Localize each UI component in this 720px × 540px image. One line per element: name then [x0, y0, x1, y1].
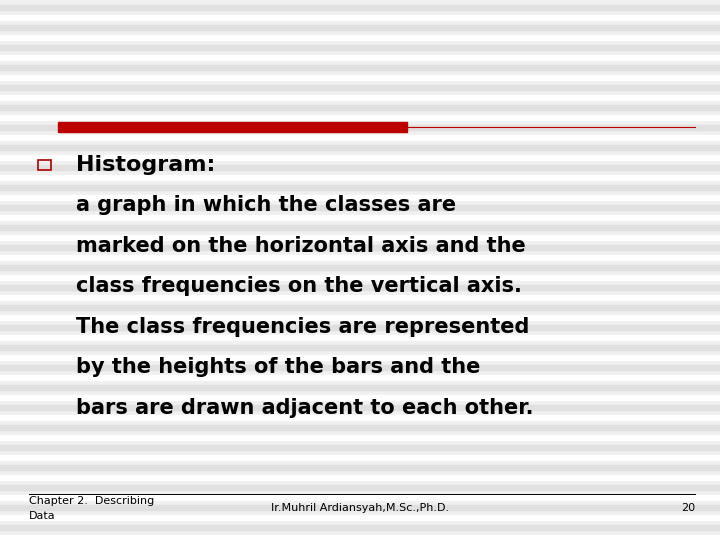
- Bar: [0, 405, 720, 410]
- Bar: [0, 275, 720, 280]
- Bar: [0, 135, 720, 140]
- Bar: [0, 225, 720, 230]
- Bar: [0, 155, 720, 160]
- Bar: [0, 15, 720, 20]
- Bar: [0, 285, 720, 290]
- Bar: [0, 55, 720, 60]
- Bar: [0, 345, 720, 350]
- Bar: [0, 125, 720, 130]
- Bar: [0, 145, 720, 150]
- Bar: [0, 415, 720, 420]
- Bar: [0, 475, 720, 480]
- Bar: [0, 175, 720, 180]
- Text: marked on the horizontal axis and the: marked on the horizontal axis and the: [76, 235, 526, 256]
- Bar: [0, 315, 720, 320]
- Bar: [0, 85, 720, 90]
- Bar: [0, 365, 720, 370]
- Bar: [0, 505, 720, 510]
- Bar: [0, 5, 720, 10]
- Bar: [0, 95, 720, 100]
- Bar: [0, 105, 720, 110]
- Bar: [0, 265, 720, 270]
- Bar: [0, 165, 720, 170]
- Bar: [0, 305, 720, 310]
- Bar: [0, 205, 720, 210]
- Bar: [0, 425, 720, 430]
- Text: bars are drawn adjacent to each other.: bars are drawn adjacent to each other.: [76, 397, 533, 418]
- Bar: [0, 295, 720, 300]
- Bar: [0, 115, 720, 120]
- Text: The class frequencies are represented: The class frequencies are represented: [76, 316, 529, 337]
- Bar: [0, 245, 720, 250]
- Bar: [0, 235, 720, 240]
- Text: 20: 20: [680, 503, 695, 512]
- Text: class frequencies on the vertical axis.: class frequencies on the vertical axis.: [76, 276, 521, 296]
- Text: a graph in which the classes are: a graph in which the classes are: [76, 195, 456, 215]
- Bar: [0, 395, 720, 400]
- Bar: [0, 215, 720, 220]
- Bar: [0, 485, 720, 490]
- Bar: [0, 495, 720, 500]
- Bar: [0, 185, 720, 190]
- Bar: [0, 25, 720, 30]
- Bar: [0, 375, 720, 380]
- Bar: [0, 255, 720, 260]
- Bar: [0, 45, 720, 50]
- Bar: [58, 122, 407, 132]
- Bar: [0, 35, 720, 40]
- Bar: [0, 535, 720, 540]
- Bar: [0, 195, 720, 200]
- Text: Ir.Muhril Ardiansyah,M.Sc.,Ph.D.: Ir.Muhril Ardiansyah,M.Sc.,Ph.D.: [271, 503, 449, 512]
- Bar: [0, 325, 720, 330]
- Text: Histogram:: Histogram:: [76, 154, 215, 175]
- Text: by the heights of the bars and the: by the heights of the bars and the: [76, 357, 480, 377]
- Text: Data: Data: [29, 511, 55, 521]
- Bar: [0, 445, 720, 450]
- Bar: [0, 355, 720, 360]
- Bar: [38, 160, 51, 170]
- Bar: [0, 65, 720, 70]
- Bar: [0, 465, 720, 470]
- Bar: [0, 525, 720, 530]
- Text: Chapter 2.  Describing: Chapter 2. Describing: [29, 496, 154, 505]
- Bar: [0, 75, 720, 80]
- Bar: [0, 385, 720, 390]
- Bar: [0, 515, 720, 520]
- Bar: [0, 435, 720, 440]
- Bar: [0, 335, 720, 340]
- Bar: [0, 455, 720, 460]
